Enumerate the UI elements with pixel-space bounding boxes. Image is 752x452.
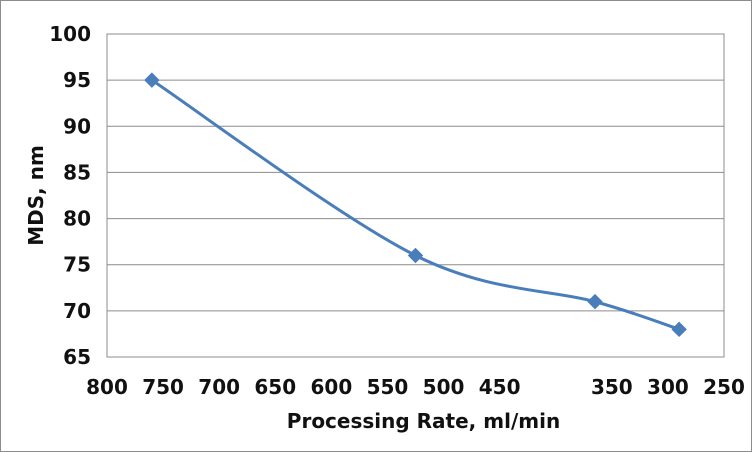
- series-group: [144, 72, 687, 338]
- x-tick-label-750: 750: [142, 375, 184, 399]
- series-line-0: [151, 78, 680, 331]
- y-axis-ticks: 65 70 75 80 85 90 95 100: [49, 22, 91, 369]
- y-tick-label-80: 80: [63, 207, 91, 231]
- y-tick-label-65: 65: [63, 345, 91, 369]
- gridlines: [107, 33, 724, 358]
- y-tick-label-90: 90: [63, 114, 91, 138]
- x-axis-title: Processing Rate, ml/min: [287, 409, 560, 433]
- y-tick-label-70: 70: [63, 299, 91, 323]
- x-tick-label-350: 350: [591, 375, 633, 399]
- x-tick-label-500: 500: [423, 375, 465, 399]
- data-point-2: [587, 293, 603, 310]
- x-tick-label-550: 550: [367, 375, 409, 399]
- x-tick-label-800: 800: [86, 375, 128, 399]
- x-tick-label-450: 450: [479, 375, 521, 399]
- x-tick-label-650: 650: [254, 375, 296, 399]
- data-point-1: [407, 247, 424, 264]
- y-tick-label-100: 100: [49, 22, 91, 46]
- y-tick-label-95: 95: [63, 68, 91, 92]
- x-tick-label-250: 250: [703, 375, 745, 399]
- data-point-3: [671, 321, 687, 338]
- data-point-0: [144, 72, 160, 88]
- y-tick-label-75: 75: [63, 253, 91, 277]
- y-axis-title: MDS, nm: [24, 145, 48, 246]
- x-tick-label-700: 700: [198, 375, 240, 399]
- x-tick-label-600: 600: [310, 375, 352, 399]
- y-tick-label-85: 85: [63, 160, 91, 184]
- x-axis-ticks: 800 750 700 650 600 550 500 450 350 300 250: [86, 375, 745, 399]
- plot-area: [106, 33, 725, 358]
- x-tick-label-300: 300: [647, 375, 689, 399]
